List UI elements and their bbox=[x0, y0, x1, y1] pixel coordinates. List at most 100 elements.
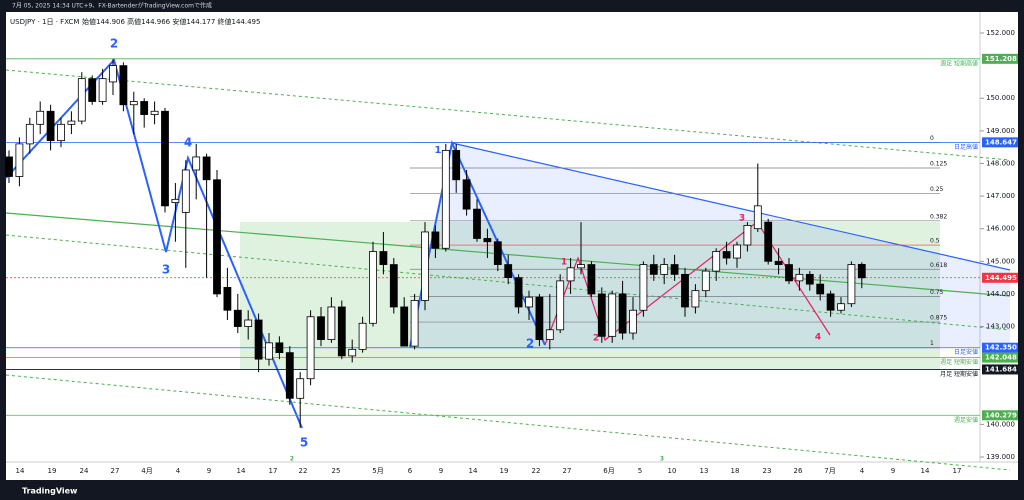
candle-body bbox=[192, 156, 201, 171]
candle-body bbox=[348, 348, 357, 357]
wave-label: 2 bbox=[110, 37, 118, 51]
wave-label: 2 bbox=[526, 337, 534, 351]
candle-body bbox=[431, 231, 440, 249]
x-tick-label: 4 bbox=[176, 467, 181, 475]
x-tick-label: 22 bbox=[532, 467, 541, 475]
candle-body bbox=[337, 306, 346, 357]
level-tag: 月足 短期安値 bbox=[940, 370, 978, 378]
y-tick-label: 139.000 bbox=[986, 453, 1015, 461]
x-tick-label: 17 bbox=[953, 467, 962, 475]
price-badge bbox=[982, 342, 1018, 353]
price-badge-label: 140.279 bbox=[985, 411, 1017, 419]
x-tick-label: 26 bbox=[794, 467, 803, 475]
y-tick-label: 150.000 bbox=[986, 94, 1015, 102]
price-badge-label: 144.495 bbox=[985, 274, 1017, 282]
candle-body bbox=[15, 143, 24, 177]
candle-body bbox=[171, 198, 180, 203]
candle-body bbox=[733, 244, 741, 259]
candle-body bbox=[223, 286, 232, 311]
candle-body bbox=[483, 238, 492, 243]
candle-body bbox=[202, 156, 211, 181]
y-tick-label: 148.000 bbox=[986, 159, 1015, 167]
price-badge-label: 142.350 bbox=[985, 344, 1017, 352]
price-badge-label: 142.048 bbox=[985, 354, 1017, 362]
trend-line bbox=[5, 212, 1011, 297]
price-badge bbox=[982, 272, 1018, 283]
candle-body bbox=[77, 78, 86, 122]
candle-body bbox=[400, 306, 409, 347]
candle-body bbox=[150, 110, 159, 115]
candle-body bbox=[452, 150, 461, 181]
candle-body bbox=[317, 316, 325, 340]
level-tag: 週足 短期高値 bbox=[940, 59, 978, 67]
wave-label: 5 bbox=[300, 436, 308, 450]
x-tick-label: 23 bbox=[763, 467, 772, 475]
candle-body bbox=[462, 179, 471, 210]
candle-body bbox=[285, 352, 294, 399]
x-tick-label: 19 bbox=[500, 467, 509, 475]
wave-label: 3 bbox=[739, 214, 745, 224]
candle-body bbox=[306, 316, 315, 380]
candle-body bbox=[57, 123, 65, 142]
level-tag: 日足安値 bbox=[954, 348, 978, 356]
candle-body bbox=[753, 205, 762, 230]
price-badge-label: 141.684 bbox=[985, 365, 1017, 373]
price-badge bbox=[982, 364, 1018, 375]
candle-body bbox=[857, 263, 866, 279]
y-tick-label: 145.000 bbox=[986, 257, 1015, 265]
candle-body bbox=[743, 225, 752, 246]
candle-body bbox=[556, 280, 565, 331]
price-badge bbox=[982, 410, 1018, 421]
price-badge bbox=[982, 352, 1018, 363]
candle-body bbox=[410, 300, 419, 347]
candle-body bbox=[161, 110, 169, 207]
wave-label: 2 bbox=[290, 456, 294, 463]
candle-body bbox=[691, 290, 700, 308]
x-tick-label: 25 bbox=[332, 467, 341, 475]
wave-label: 4 bbox=[815, 333, 821, 343]
x-tick-label: 17 bbox=[269, 467, 278, 475]
price-badge-label: 151.208 bbox=[985, 55, 1017, 63]
candle-body bbox=[140, 101, 149, 115]
candle-body bbox=[119, 65, 128, 106]
candle-body bbox=[504, 264, 513, 279]
candle-body bbox=[629, 309, 637, 334]
channel-line bbox=[5, 374, 1011, 471]
x-tick-label: 4月 bbox=[141, 467, 152, 475]
candle-body bbox=[587, 264, 596, 295]
candle-body bbox=[36, 110, 45, 125]
x-tick-label: 9 bbox=[207, 467, 211, 475]
candle-body bbox=[25, 123, 34, 145]
candle-body bbox=[67, 120, 76, 125]
candle-body bbox=[493, 241, 502, 265]
x-tick-label: 22 bbox=[299, 467, 308, 475]
fib-label: 0.125 bbox=[930, 161, 947, 168]
y-tick-label: 140.000 bbox=[986, 420, 1015, 428]
x-tick-label: 10 bbox=[668, 467, 677, 475]
fib-label: 0 bbox=[930, 135, 934, 142]
candle-body bbox=[712, 251, 721, 272]
x-tick-label: 5 bbox=[638, 467, 642, 475]
x-tick-label: 14 bbox=[469, 467, 478, 475]
candle-body bbox=[379, 251, 388, 265]
candle-body bbox=[764, 221, 773, 262]
candle-body bbox=[577, 264, 585, 269]
channel-line bbox=[5, 69, 1011, 161]
candle-body bbox=[660, 264, 669, 275]
candle-body bbox=[98, 78, 107, 102]
candle-body bbox=[525, 296, 533, 308]
x-tick-label: 24 bbox=[80, 467, 89, 475]
y-tick-label: 144.000 bbox=[986, 290, 1015, 298]
candle-body bbox=[421, 231, 429, 301]
x-tick-label: 7月 bbox=[824, 467, 835, 475]
y-tick-label: 146.000 bbox=[986, 225, 1015, 233]
y-tick-label: 147.000 bbox=[986, 192, 1015, 200]
x-tick-label: 14 bbox=[921, 467, 930, 475]
wave-label: 1 bbox=[435, 145, 442, 156]
wave-label: 3 bbox=[162, 263, 170, 277]
candle-body bbox=[670, 264, 679, 275]
candle-body bbox=[847, 264, 856, 305]
y-tick-label: 143.000 bbox=[986, 323, 1015, 331]
caption: 7月 05, 2025 14:34 UTC+9、FX-BartenderがTra… bbox=[12, 2, 212, 10]
x-tick-label: 18 bbox=[731, 467, 740, 475]
